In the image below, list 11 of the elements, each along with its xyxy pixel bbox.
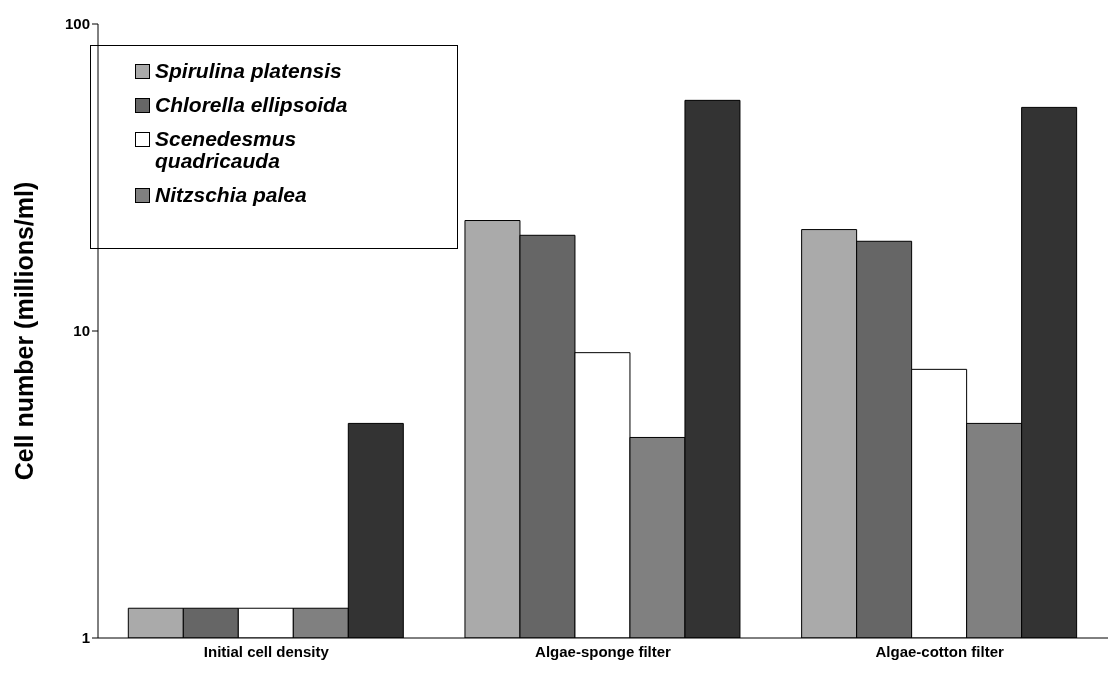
x-tick-label: Algae-cotton filter <box>875 642 1004 660</box>
legend-label: Scenedesmus quadricauda <box>155 127 298 172</box>
legend-label: Chlorella ellipsoida <box>155 93 349 116</box>
y-tick-label: 1 <box>81 629 90 647</box>
x-tick-label: Algae-sponge filter <box>535 642 672 660</box>
y-axis-title: Cell number (millions/ml) <box>9 181 38 481</box>
y-tick-label: 10 <box>73 322 90 340</box>
x-tick-label: Initial cell density <box>203 642 330 660</box>
y-tick-label: 100 <box>64 15 90 33</box>
legend-label: Nitzschia palea <box>155 183 308 206</box>
legend-label: Spirulina platensis <box>155 59 343 82</box>
